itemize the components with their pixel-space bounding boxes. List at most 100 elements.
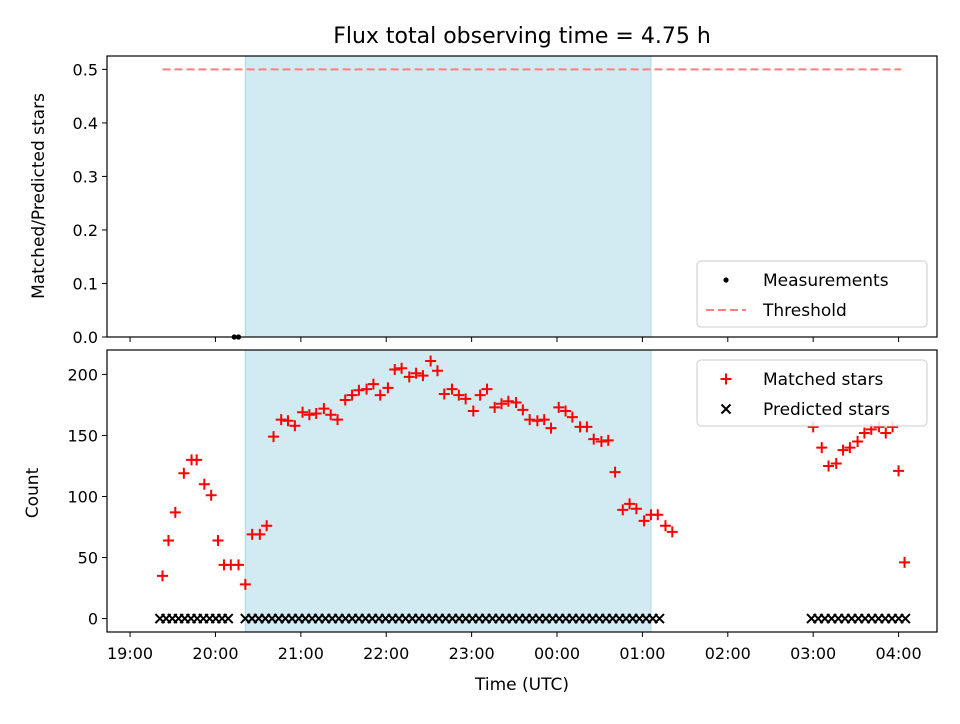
x-tick-label: 02:00	[705, 644, 751, 663]
x-tick-label: 22:00	[363, 644, 409, 663]
matched-star-point	[489, 401, 501, 413]
legend-box	[696, 260, 928, 328]
matched-star-point	[899, 556, 911, 568]
legend-predicted-swatch	[720, 403, 732, 415]
matched-star-point	[325, 409, 337, 421]
matched-star-point	[624, 498, 636, 510]
matched-star-point	[666, 526, 678, 538]
top-axes: 0.0 0.1 0.2 0.3 0.4 0.5 Measurements Threshold	[73, 55, 938, 347]
matched-star-point	[517, 404, 529, 416]
matched-star-point	[212, 534, 224, 546]
bottom-y-tick-label: 200	[67, 365, 98, 384]
matched-star-point	[474, 389, 486, 401]
x-tick-label: 23:00	[449, 644, 495, 663]
bottom-axes: 0 50 100 150 200 19:00 20:00 21:00 22:00 23:00 00:…	[67, 349, 938, 663]
legend-box	[696, 359, 928, 427]
bottom-y-tick-label: 100	[67, 487, 98, 506]
top-y-tick-label: 0.5	[73, 60, 98, 79]
predicted-star-point	[223, 613, 234, 624]
x-tick-label: 00:00	[534, 644, 580, 663]
matched-star-point	[410, 367, 422, 379]
matched-star-point	[282, 415, 294, 427]
x-tick-label: 20:00	[192, 644, 238, 663]
top-y-tick-label: 0.3	[73, 167, 98, 186]
bottom-y-tick-label: 50	[78, 549, 98, 568]
matched-star-point	[446, 383, 458, 395]
x-tick-label: 19:00	[107, 644, 153, 663]
top-axes-frame	[106, 55, 938, 338]
matched-star-point	[844, 442, 856, 454]
matched-star-point	[609, 466, 621, 478]
matched-star-point	[239, 578, 251, 590]
matched-star-point	[602, 434, 614, 446]
matched-star-point	[893, 465, 905, 477]
matched-star-point	[275, 414, 287, 426]
x-tick-label: 01:00	[619, 644, 665, 663]
matched-star-point	[524, 414, 536, 426]
matched-star-point	[467, 405, 479, 417]
matched-star-point	[403, 371, 415, 383]
top-y-axis-label: Matched/Predicted stars	[29, 93, 49, 299]
matched-star-point	[630, 503, 642, 515]
bottom-axes-frame	[106, 349, 938, 633]
bottom-y-tick-label: 0	[88, 610, 98, 629]
matched-star-point	[303, 409, 315, 421]
matched-star-point	[157, 570, 169, 582]
matched-star-point	[823, 460, 835, 472]
matched-star-point	[638, 515, 650, 527]
legend-measurement-swatch	[723, 277, 729, 283]
matched-star-point	[389, 364, 401, 376]
matched-star-point	[339, 394, 351, 406]
matched-star-point	[261, 520, 273, 532]
matched-star-point	[816, 442, 828, 454]
legend-label: Predicted stars	[763, 400, 890, 420]
bottom-y-tick-label: 150	[67, 426, 98, 445]
x-tick-label: 03:00	[790, 644, 836, 663]
legend-label: Threshold	[762, 301, 847, 321]
matched-star-point	[431, 365, 443, 377]
matched-star-point	[169, 506, 181, 518]
matched-star-point	[268, 431, 280, 443]
top-observing-span	[244, 55, 652, 338]
matched-star-point	[460, 393, 472, 405]
matched-star-point	[858, 427, 870, 439]
top-y-tick-label: 0.4	[73, 114, 98, 133]
matched-star-point	[581, 421, 593, 433]
matched-star-point	[162, 534, 174, 546]
matched-star-point	[191, 454, 203, 466]
top-y-tick-label: 0.0	[73, 328, 98, 347]
x-tick-label: 21:00	[278, 644, 324, 663]
top-y-tick-label: 0.1	[73, 274, 98, 293]
matched-star-point	[310, 407, 322, 419]
matched-star-point	[617, 504, 629, 516]
chart-title: Flux total observing time = 4.75 h	[333, 24, 711, 49]
x-tick-label: 04:00	[876, 644, 922, 663]
matched-star-point	[538, 414, 550, 426]
bottom-observing-span	[244, 349, 652, 633]
matched-star-point	[438, 388, 450, 400]
matched-star-point	[453, 389, 465, 401]
matched-star-point	[553, 401, 565, 413]
matched-star-point	[545, 422, 557, 434]
matched-star-point	[595, 436, 607, 448]
matched-star-point	[178, 467, 190, 479]
bottom-y-axis-label: Count	[23, 467, 43, 518]
matched-star-point	[425, 355, 437, 367]
matched-star-point	[361, 383, 373, 395]
matched-star-point	[502, 395, 514, 407]
matched-star-point	[233, 559, 245, 571]
matched-star-point	[318, 403, 330, 415]
matched-star-point	[837, 444, 849, 456]
matched-star-point	[880, 427, 892, 439]
matched-star-point	[652, 509, 664, 521]
matched-star-point	[659, 520, 671, 532]
legend-matched-swatch	[720, 373, 732, 385]
matched-star-point	[374, 389, 386, 401]
matched-star-point	[289, 420, 301, 432]
bottom-legend: Matched stars Predicted stars	[696, 359, 928, 427]
matched-star-point	[382, 382, 394, 394]
matched-star-point	[510, 396, 522, 408]
matched-star-point	[254, 528, 266, 540]
matched-star-point	[346, 389, 358, 401]
